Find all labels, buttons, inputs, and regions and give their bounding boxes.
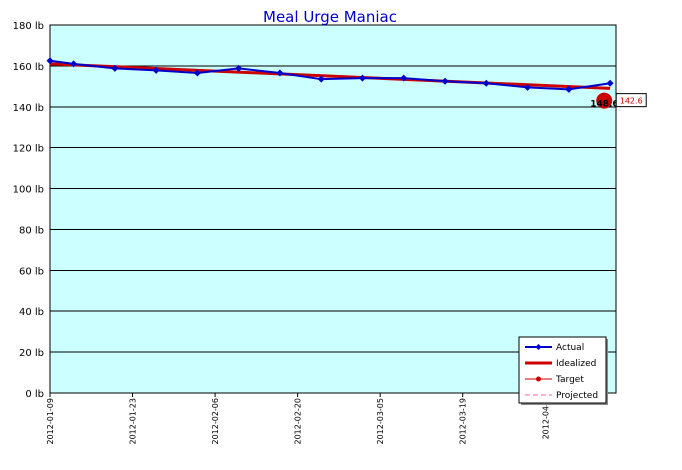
actual-point <box>441 77 449 85</box>
legend-label: Actual <box>556 343 584 353</box>
y-tick-label: 20 lb <box>19 348 44 359</box>
actual-point <box>152 66 160 74</box>
annotation-target-value: 142.6 <box>620 97 643 106</box>
legend-label: Target <box>555 375 584 385</box>
y-tick-label: 40 lb <box>19 307 44 318</box>
actual-point <box>276 69 284 77</box>
chart-title: Meal Urge Maniac <box>263 8 397 26</box>
actual-point <box>46 57 54 65</box>
actual-point <box>482 79 490 87</box>
actual-point <box>235 64 243 72</box>
actual-point <box>317 75 325 83</box>
annotation-current-weight: 148.6 <box>590 100 618 110</box>
target-point <box>596 92 613 109</box>
x-tick-label: 2012-03-05 <box>376 398 385 445</box>
x-tick-label: 2012-02-06 <box>211 398 220 445</box>
series-layer <box>46 57 614 109</box>
actual-point <box>524 83 532 91</box>
y-tick-label: 120 lb <box>13 144 44 155</box>
legend-marker-actual <box>535 344 542 350</box>
actual-point <box>606 79 614 87</box>
actual-point <box>565 85 573 93</box>
legend-marker-target <box>536 376 541 382</box>
series-idealized-line <box>49 62 611 90</box>
annotation-target-box <box>615 93 647 108</box>
x-axis: 2012-01-09 2012-01-23 2012-02-06 2012-02-20… <box>46 393 550 445</box>
y-tick-label: 60 lb <box>19 266 44 277</box>
y-tick-label: 0 lb <box>25 389 44 400</box>
x-tick-label: 2012-01-23 <box>129 398 138 445</box>
legend: Actual Idealized Target Projected <box>518 336 608 405</box>
x-tick-label: 2012-01-09 <box>46 398 55 445</box>
x-tick-label: 2012-02-20 <box>294 398 303 445</box>
y-tick-label: 160 lb <box>13 62 44 73</box>
legend-label: Projected <box>556 391 598 401</box>
actual-point <box>193 69 201 77</box>
x-tick-label: 2012-04-0 <box>541 398 550 439</box>
actual-point <box>358 74 366 82</box>
y-tick-label: 140 lb <box>13 103 44 114</box>
y-tick-label: 80 lb <box>19 225 44 236</box>
actual-point <box>111 64 119 72</box>
x-tick-label: 2012-03-19 <box>459 398 468 445</box>
legend-label: Idealized <box>556 359 596 369</box>
y-tick-label: 180 lb <box>13 21 44 32</box>
annotations: 148.6 142.6 <box>590 93 647 110</box>
actual-point <box>400 74 408 82</box>
y-tick-label: 100 lb <box>13 185 44 196</box>
y-axis: 0 lb 20 lb 40 lb 60 lb 80 lb 100 lb 120 lb 140 … <box>13 21 44 400</box>
actual-point <box>70 60 78 68</box>
